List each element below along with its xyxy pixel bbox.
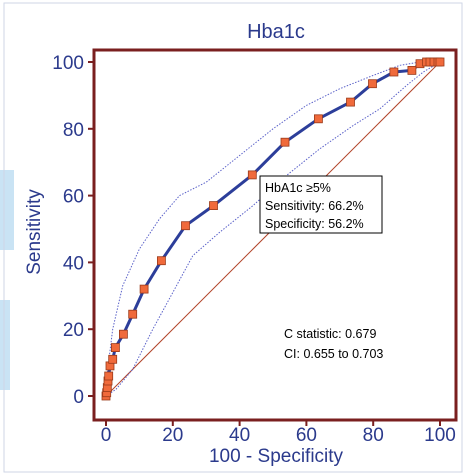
y-tick-label: 20 — [63, 320, 84, 341]
x-tick-label: 0 — [101, 425, 112, 446]
left-edge-decoration-bottom — [0, 300, 10, 390]
roc-point — [104, 371, 114, 381]
roc-point — [389, 67, 399, 77]
roc-point — [435, 57, 445, 67]
ci-text: CI: 0.655 to 0.703 — [284, 347, 383, 361]
roc-point — [209, 201, 218, 211]
y-tick-label: 60 — [63, 187, 84, 208]
roc-point — [119, 329, 128, 339]
roc-point — [181, 221, 190, 231]
x-axis-label: 100 - Specificity — [209, 446, 344, 467]
roc-point — [368, 79, 377, 89]
cutoff-label: HbA1c ≥5% — [265, 181, 331, 195]
outer-border — [3, 2, 463, 473]
y-axis-label: Sensitivity — [24, 189, 45, 275]
plot-frame — [92, 48, 458, 422]
roc-point — [156, 256, 166, 266]
ci-upper-line — [105, 61, 440, 397]
roc-point — [108, 354, 118, 364]
x-tick-label: 80 — [363, 425, 384, 446]
y-tick-label: 40 — [63, 253, 84, 274]
chart-title: Hba1c — [247, 21, 305, 43]
x-tick-label: 60 — [296, 425, 317, 446]
roc-point — [280, 137, 290, 147]
y-tick-label: 80 — [63, 120, 84, 141]
roc-point — [313, 114, 323, 124]
y-tick-label: 0 — [73, 387, 84, 408]
cutoff-sensitivity: Sensitivity: 66.2% — [265, 199, 364, 213]
x-tick-label: 20 — [162, 425, 183, 446]
roc-point — [139, 284, 149, 294]
x-tick-label: 100 — [424, 425, 456, 446]
roc-point — [407, 66, 417, 75]
roc-point — [128, 309, 138, 319]
cutoff-box: HbA1c ≥5% Sensitivity: 66.2% Specificity… — [259, 175, 383, 234]
roc-point — [247, 170, 257, 180]
c-statistic-text: C statistic: 0.679 — [284, 327, 376, 341]
roc-point — [111, 343, 120, 353]
y-tick-label: 100 — [52, 53, 84, 74]
x-tick-label: 40 — [229, 425, 250, 446]
cutoff-specificity: Specificity: 56.2% — [265, 217, 364, 231]
roc-point — [346, 97, 355, 107]
